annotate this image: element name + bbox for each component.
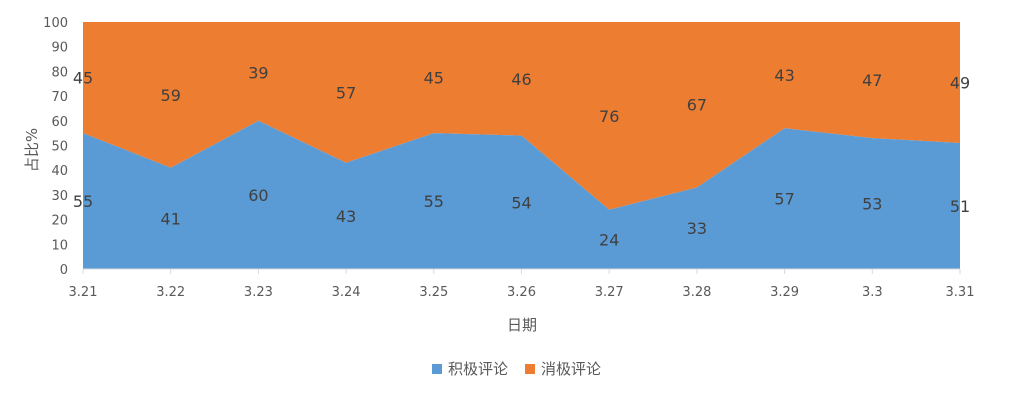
data-label-positive: 57 (774, 190, 794, 209)
data-label-positive: 33 (687, 219, 707, 238)
data-label-positive: 41 (161, 209, 181, 228)
legend-swatch-negative (525, 364, 535, 374)
legend-label-positive: 积极评论 (448, 360, 508, 378)
legend: 积极评论 消极评论 (432, 360, 601, 378)
x-axis: 3.21 3.22 3.23 3.24 3.25 3.26 3.27 3.28 3.29 3.3 3… (69, 268, 975, 300)
data-label-negative: 46 (511, 70, 531, 89)
data-label-negative: 47 (862, 71, 882, 90)
x-tick-label: 3.26 (507, 285, 536, 300)
data-label-negative: 39 (248, 64, 268, 83)
legend-swatch-positive (432, 364, 442, 374)
area-series-positive (83, 120, 960, 269)
data-label-positive: 55 (73, 192, 93, 211)
data-label-positive: 24 (599, 230, 619, 249)
data-label-positive: 51 (950, 197, 970, 216)
data-label-negative: 43 (774, 66, 794, 85)
data-label-negative: 67 (687, 96, 707, 115)
x-tick-label: 3.24 (332, 285, 361, 300)
y-tick-label: 0 (60, 263, 68, 278)
y-tick-label: 80 (51, 65, 68, 80)
data-labels: 55 45 41 59 60 39 43 57 55 45 54 46 24 76 33 67 57 43 53 47… (73, 64, 970, 250)
y-tick-label: 10 (51, 238, 68, 253)
area-series-negative (83, 22, 960, 210)
x-tick-label: 3.22 (156, 285, 185, 300)
data-label-negative: 59 (161, 86, 181, 105)
y-tick-label: 50 (51, 140, 68, 155)
data-label-negative: 49 (950, 74, 970, 93)
data-label-positive: 43 (336, 207, 356, 226)
x-tick-label: 3.27 (595, 285, 624, 300)
y-tick-label: 30 (51, 189, 68, 204)
x-tick-label: 3.23 (244, 285, 273, 300)
x-tick-label: 3.31 (946, 285, 975, 300)
x-tick-label: 3.25 (419, 285, 448, 300)
y-tick-label: 60 (51, 115, 68, 130)
y-tick-label: 20 (51, 214, 68, 229)
data-label-negative: 57 (336, 83, 356, 102)
y-tick-label: 40 (51, 164, 68, 179)
x-tick-label: 3.28 (682, 285, 711, 300)
y-tick-label: 90 (51, 41, 68, 56)
x-axis-title: 日期 (507, 316, 537, 334)
data-label-positive: 53 (862, 195, 882, 214)
y-axis: 0 10 20 30 40 50 60 70 80 90 100 (43, 16, 68, 278)
y-axis-title: 占比% (23, 128, 41, 172)
legend-label-negative: 消极评论 (541, 360, 601, 378)
plot-area (83, 22, 960, 269)
x-tick-label: 3.21 (69, 285, 98, 300)
data-label-negative: 45 (73, 69, 93, 88)
y-tick-label: 100 (43, 16, 68, 31)
x-tick-label: 3.3 (862, 285, 883, 300)
y-tick-label: 70 (51, 90, 68, 105)
data-label-negative: 45 (424, 69, 444, 88)
data-label-positive: 55 (424, 192, 444, 211)
data-label-positive: 54 (511, 193, 531, 212)
data-label-negative: 76 (599, 107, 619, 126)
data-label-positive: 60 (248, 186, 268, 205)
x-tick-label: 3.29 (770, 285, 799, 300)
